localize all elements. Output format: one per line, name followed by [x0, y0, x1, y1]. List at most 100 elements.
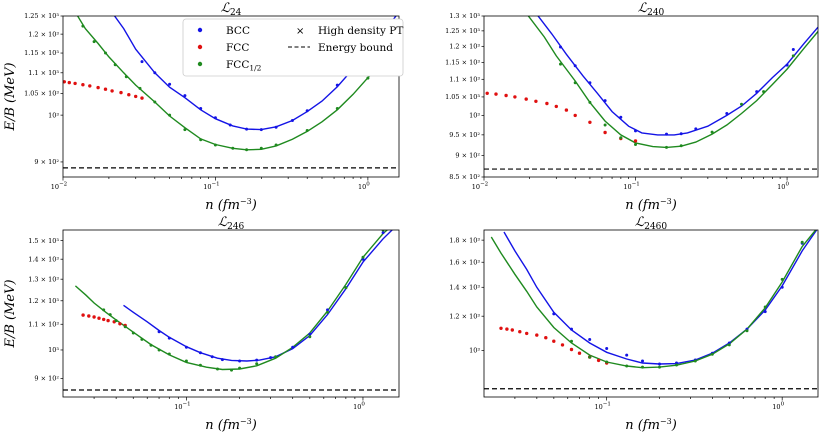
point-fcc — [67, 80, 72, 85]
point-bcc — [780, 285, 784, 289]
point-fcc-half — [326, 310, 329, 314]
chart-panel-1: 10−2 10−1 100 9 × 10² 10³ 1.05 × 10³ 1.1 × 10³… — [3, 1, 400, 213]
point-bcc — [658, 362, 661, 366]
point-fcc — [596, 358, 601, 363]
axes-frame — [483, 229, 819, 398]
point-fcc-half — [131, 331, 135, 335]
axes-frame — [62, 15, 400, 178]
y-tick-label: 9 × 10² — [34, 158, 59, 166]
y-tick-label: 1.1 × 10³ — [28, 69, 59, 77]
x-axis-label: n (fm−3) — [625, 197, 677, 213]
point-fcc — [525, 331, 529, 336]
x-tick-label: 10−2 — [472, 182, 488, 192]
y-tick-label: 1.6 × 10³ — [449, 258, 480, 266]
x-tick-label: 10−1 — [174, 402, 190, 412]
legend-box — [182, 18, 404, 77]
point-bcc — [725, 112, 729, 115]
x-tick-label: 10−1 — [594, 402, 610, 412]
point-bcc — [791, 48, 795, 51]
panel-title: ℒ246 — [218, 215, 245, 232]
x-axis-label: n (fm−3) — [625, 417, 677, 433]
point-fcc — [505, 327, 509, 331]
point-fcc-half — [153, 100, 157, 104]
axes-frame — [62, 229, 400, 398]
point-fcc-half — [199, 138, 203, 142]
y-tick-label: 1.1 × 10³ — [449, 76, 480, 84]
point-bcc — [763, 310, 767, 314]
point-fcc — [110, 89, 114, 93]
point-fcc-half — [231, 146, 235, 150]
point-bcc — [245, 127, 249, 131]
point-fcc-half — [658, 365, 661, 369]
point-bcc — [573, 64, 577, 68]
y-tick-label: 1.8 × 10³ — [449, 236, 480, 244]
y-tick-label: 1.3 × 10³ — [28, 275, 59, 283]
point-fcc-half — [588, 355, 592, 359]
point-fcc — [97, 316, 101, 320]
legend-pt-marker: × — [296, 26, 304, 37]
point-bcc — [588, 338, 592, 341]
y-tick-label: 1.4 × 10³ — [449, 283, 480, 291]
legend-bound-label: Energy bound — [318, 42, 393, 54]
point-fcc-half — [693, 359, 697, 363]
point-fcc — [96, 85, 100, 90]
point-fcc — [118, 322, 122, 326]
panel-title: ℒ24 — [221, 1, 242, 18]
point-fcc-half — [641, 365, 644, 369]
plot-area — [63, 230, 399, 391]
point-bcc — [168, 82, 172, 86]
x-tick-label: 100 — [353, 402, 365, 412]
y-tick-label: 1.25 × 10³ — [24, 12, 59, 20]
point-fcc-half — [108, 313, 112, 317]
point-fcc — [534, 99, 538, 104]
x-tick-label: 100 — [358, 182, 370, 192]
point-bcc — [755, 90, 759, 94]
point-fcc-half — [780, 277, 784, 281]
y-tick-label: 1.2 × 10³ — [449, 43, 480, 51]
y-tick-label: 10³ — [48, 111, 59, 119]
point-fcc-half — [710, 352, 714, 356]
curve-fcc-half — [490, 230, 817, 369]
point-fcc-half — [762, 90, 766, 94]
point-fcc-half — [305, 129, 309, 132]
x-tick-label: 10−1 — [203, 182, 219, 192]
point-bcc — [274, 125, 278, 129]
curve-fcc-half — [74, 230, 389, 371]
y-tick-label: 10³ — [48, 346, 59, 354]
point-fcc — [485, 91, 489, 96]
y-tick-label: 1.25 × 10³ — [445, 27, 480, 35]
point-fcc-half — [157, 348, 161, 352]
point-fcc-half — [763, 305, 767, 309]
point-fcc — [573, 113, 577, 118]
legend-fcc-label: FCC — [226, 42, 249, 54]
point-fcc-half — [238, 366, 242, 370]
point-fcc-half — [344, 286, 348, 290]
point-fcc-half — [619, 136, 623, 140]
point-fcc-half — [727, 343, 731, 347]
point-fcc-half — [183, 128, 187, 132]
point-bcc — [269, 356, 273, 360]
point-fcc — [92, 315, 96, 319]
point-fcc-half — [138, 86, 142, 90]
point-fcc-half — [255, 362, 259, 366]
point-fcc — [134, 94, 138, 99]
legend-fcc-half-marker — [197, 61, 203, 67]
point-fcc-half — [573, 81, 577, 85]
point-fcc-half — [274, 355, 278, 359]
point-bcc — [326, 308, 329, 312]
point-fcc-half — [198, 363, 202, 367]
point-fcc-half — [184, 359, 188, 363]
y-tick-label: 8.5 × 10² — [449, 173, 480, 181]
point-bcc — [308, 332, 312, 336]
y-axis-label: E/B (MeV) — [3, 279, 18, 348]
point-bcc — [153, 71, 157, 75]
legend-bcc-marker — [197, 27, 203, 33]
point-bcc — [625, 353, 629, 357]
point-fcc — [73, 81, 77, 86]
point-fcc-half — [603, 123, 607, 127]
point-fcc-half — [81, 24, 85, 28]
y-tick-label: 1.2 × 10³ — [28, 30, 59, 38]
x-axis-label: n (fm−3) — [205, 417, 257, 433]
point-fcc-half — [104, 51, 107, 55]
point-fcc — [119, 90, 123, 95]
